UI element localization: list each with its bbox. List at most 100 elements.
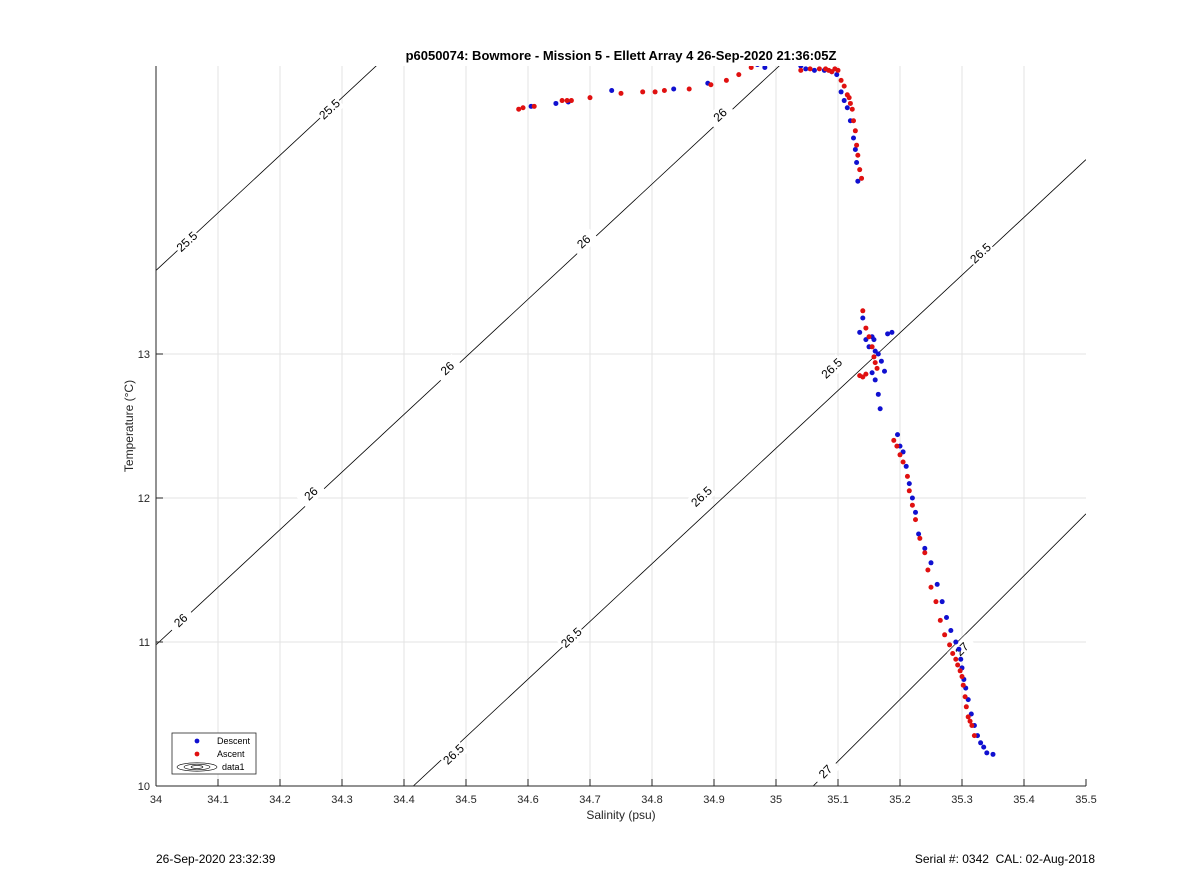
ascent-point	[857, 167, 863, 173]
ascent-point	[849, 106, 855, 112]
descent-point	[609, 87, 615, 93]
ascent-point	[957, 668, 963, 674]
legend-contour-icon	[176, 762, 218, 772]
density-contour-line	[156, 66, 377, 271]
descent-point	[953, 639, 959, 645]
legend: Descent Ascent data1	[171, 732, 257, 775]
x-tick-label: 34.2	[269, 794, 290, 806]
descent-point	[916, 531, 922, 537]
legend-ascent-label: Ascent	[217, 749, 245, 759]
footer-serial: Serial #: 0342 CAL: 02-Aug-2018	[914, 852, 1095, 866]
descent-point	[990, 751, 996, 757]
descent-point	[889, 329, 895, 335]
ascent-point	[854, 142, 860, 148]
legend-descent-label: Descent	[217, 736, 251, 746]
ascent-point	[953, 656, 959, 662]
descent-point	[834, 72, 840, 78]
ascent-point	[955, 662, 961, 668]
descent-point	[811, 67, 817, 73]
contour-label-bg	[568, 226, 599, 257]
descent-point	[755, 66, 760, 68]
descent-point	[871, 337, 877, 343]
x-tick-label: 34.6	[517, 794, 538, 806]
descent-point	[906, 481, 912, 487]
descent-point	[844, 105, 850, 111]
ascent-point	[928, 584, 934, 590]
axes	[155, 66, 1086, 787]
ascent-point	[871, 354, 877, 360]
contour-label-bg	[947, 634, 977, 665]
data-points	[516, 66, 996, 757]
ascent-point	[906, 488, 912, 494]
descent-point	[875, 391, 881, 397]
ascent-point	[969, 723, 975, 729]
x-tick-label: 35.1	[827, 794, 848, 806]
contour-label-bg	[432, 353, 463, 384]
ascent-point	[640, 89, 646, 95]
x-ticks: 34 34.1 34.2 34.3 34.4 34.5 34.6 34.7 34.8 34.9 35…	[150, 779, 1097, 806]
ascent-point	[661, 87, 667, 93]
contour-label-bg	[686, 481, 717, 512]
contour-label-bg	[816, 353, 847, 384]
descent-point	[838, 89, 844, 95]
descent-point	[857, 329, 863, 335]
descent-point	[762, 66, 768, 70]
ascent-point	[960, 682, 966, 688]
ascent-point	[922, 550, 928, 556]
x-tick-label: 34.8	[641, 794, 662, 806]
descent-point	[671, 86, 677, 92]
descent-point	[882, 368, 887, 374]
descent-point	[981, 744, 987, 750]
ascent-point	[516, 106, 522, 112]
ascent-point	[950, 651, 956, 657]
descent-point	[877, 406, 883, 412]
y-tick-label: 13	[138, 349, 150, 361]
ascent-point	[618, 90, 624, 96]
ascent-point	[959, 674, 965, 680]
ascent-point	[894, 443, 900, 449]
contour-label-bg	[172, 226, 202, 257]
descent-point	[875, 351, 881, 357]
ascent-point	[559, 98, 565, 104]
x-tick-label: 35	[770, 794, 782, 806]
ascent-point	[652, 89, 658, 95]
legend-box	[171, 732, 257, 775]
descent-point	[852, 147, 858, 153]
contour-label-bg	[965, 238, 996, 268]
chart-title: p6050074: Bowmore - Mission 5 - Ellett A…	[406, 48, 837, 63]
ascent-point	[904, 473, 910, 479]
x-axis-label: Salinity (psu)	[586, 808, 655, 822]
x-tick-label: 35.5	[1075, 794, 1096, 806]
ascent-point	[900, 459, 906, 465]
descent-point	[854, 159, 860, 165]
ascent-point	[863, 325, 869, 331]
descent-point	[956, 646, 962, 652]
descent-point	[928, 560, 934, 566]
ascent-point	[971, 733, 977, 739]
ascent-point	[587, 95, 593, 101]
ascent-point	[897, 452, 903, 458]
ascent-point	[835, 67, 841, 73]
contour-label-bg	[705, 100, 736, 130]
descent-point	[803, 66, 809, 72]
ascent-point	[869, 344, 875, 350]
ascent-point	[564, 98, 570, 104]
ascent-point	[736, 72, 742, 78]
x-tick-label: 34.5	[455, 794, 476, 806]
ascent-point	[531, 103, 537, 109]
ascent-point	[568, 98, 574, 104]
ascent-point	[841, 83, 847, 89]
plot-area	[156, 66, 1086, 786]
ascent-point	[913, 517, 918, 523]
ascent-point	[963, 704, 969, 710]
descent-point	[869, 370, 875, 376]
descent-point	[944, 615, 949, 621]
ascent-point	[846, 95, 852, 101]
descent-point	[958, 656, 964, 662]
y-tick-label: 12	[138, 493, 150, 505]
ascent-point	[874, 365, 880, 371]
descent-point	[895, 432, 901, 438]
ascent-point	[965, 714, 971, 720]
descent-point	[903, 463, 909, 469]
